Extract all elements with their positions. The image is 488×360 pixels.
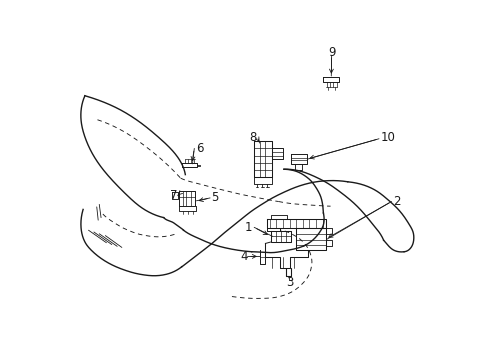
Text: 3: 3	[285, 276, 293, 289]
Text: 9: 9	[327, 46, 335, 59]
Text: 10: 10	[380, 131, 395, 144]
Text: 7: 7	[169, 189, 177, 202]
Text: 5: 5	[211, 192, 219, 204]
Text: 4: 4	[240, 250, 248, 263]
Text: 6: 6	[196, 142, 203, 155]
Text: 8: 8	[249, 131, 256, 144]
Text: 1: 1	[244, 221, 252, 234]
Text: 2: 2	[392, 195, 400, 208]
